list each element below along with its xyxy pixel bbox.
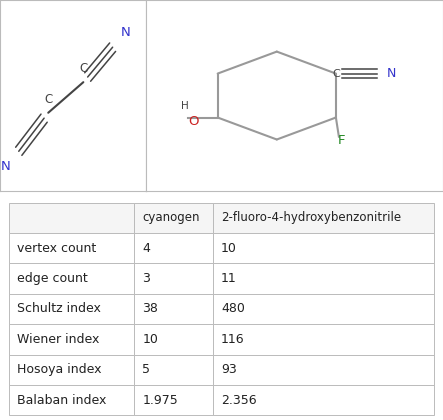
Text: 38: 38 xyxy=(142,302,158,315)
Text: vertex count: vertex count xyxy=(17,241,96,255)
Text: N: N xyxy=(121,26,131,39)
Text: Schultz index: Schultz index xyxy=(17,302,101,315)
Bar xyxy=(134,233,213,263)
Bar xyxy=(213,263,434,294)
Text: 93: 93 xyxy=(221,363,237,376)
Bar xyxy=(9,263,134,294)
Bar xyxy=(134,324,213,354)
Bar xyxy=(213,294,434,324)
Text: F: F xyxy=(338,134,346,147)
Text: 4: 4 xyxy=(142,241,150,255)
Bar xyxy=(134,263,213,294)
Text: H: H xyxy=(181,101,189,111)
Text: cyanogen: cyanogen xyxy=(142,211,200,224)
Text: Hosoya index: Hosoya index xyxy=(17,363,101,376)
Text: C: C xyxy=(79,62,87,75)
Bar xyxy=(213,324,434,354)
Text: edge count: edge count xyxy=(17,272,88,285)
Bar xyxy=(213,233,434,263)
Bar xyxy=(213,202,434,233)
Text: O: O xyxy=(189,115,199,128)
Bar xyxy=(213,354,434,385)
Text: Balaban index: Balaban index xyxy=(17,394,106,407)
Text: C: C xyxy=(44,93,52,106)
Text: 2-fluoro-4-hydroxybenzonitrile: 2-fluoro-4-hydroxybenzonitrile xyxy=(221,211,401,224)
Text: 5: 5 xyxy=(142,363,150,376)
Text: 2.356: 2.356 xyxy=(221,394,256,407)
Text: 116: 116 xyxy=(221,333,245,346)
Text: 3: 3 xyxy=(142,272,150,285)
Bar xyxy=(9,385,134,415)
Text: 10: 10 xyxy=(221,241,237,255)
Text: C: C xyxy=(333,68,340,79)
Text: 1.975: 1.975 xyxy=(142,394,178,407)
Text: 11: 11 xyxy=(221,272,237,285)
Bar xyxy=(134,202,213,233)
Bar xyxy=(9,354,134,385)
Bar xyxy=(9,294,134,324)
Bar xyxy=(9,202,134,233)
Text: 480: 480 xyxy=(221,302,245,315)
Bar xyxy=(134,354,213,385)
Bar xyxy=(9,233,134,263)
Bar xyxy=(134,385,213,415)
Bar xyxy=(134,294,213,324)
Bar xyxy=(9,324,134,354)
Bar xyxy=(213,385,434,415)
Text: N: N xyxy=(1,160,11,173)
Text: N: N xyxy=(386,67,396,80)
Text: Wiener index: Wiener index xyxy=(17,333,99,346)
Text: 10: 10 xyxy=(142,333,158,346)
